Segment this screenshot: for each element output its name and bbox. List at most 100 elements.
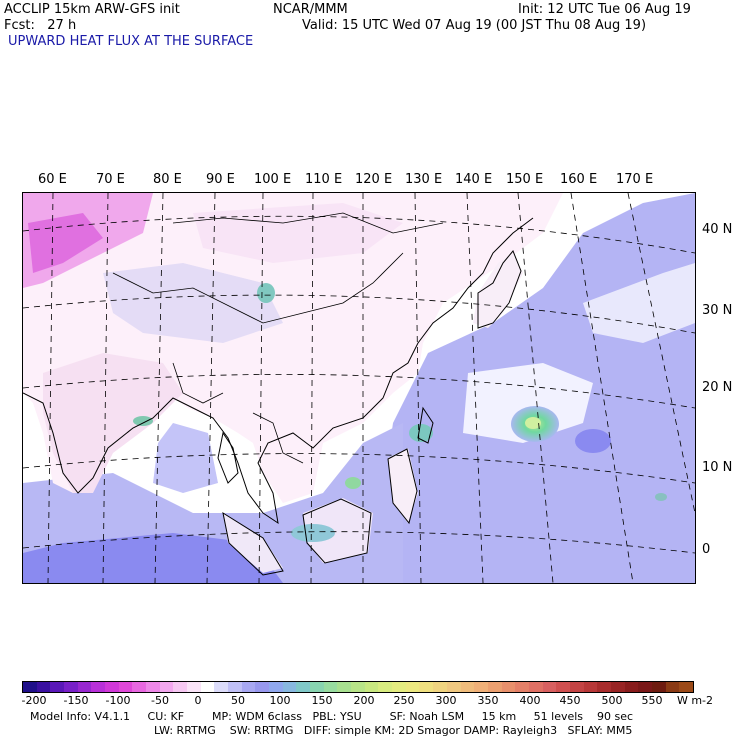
colorbar-swatch xyxy=(241,682,256,692)
colorbar-swatch xyxy=(556,682,570,692)
colorbar-swatch xyxy=(64,682,78,692)
colorbar-swatch xyxy=(159,682,174,692)
colorbar-swatch xyxy=(610,682,625,692)
colorbar-tick: 0 xyxy=(194,694,202,707)
colorbar-swatch xyxy=(583,682,598,692)
org-label: NCAR/MMM xyxy=(273,2,348,17)
map-canvas xyxy=(23,193,695,583)
borneo-land xyxy=(303,498,373,563)
colorbar-tick: 500 xyxy=(601,694,623,707)
mongolia-land xyxy=(193,203,403,263)
colorbar-swatch xyxy=(105,682,119,692)
lon-label-160e: 160 E xyxy=(560,172,598,187)
colorbar-swatch xyxy=(132,682,147,692)
flux-spot-pacific xyxy=(655,493,667,501)
colorbar-swatch xyxy=(200,682,215,692)
lon-label-170e: 170 E xyxy=(616,172,654,187)
tibet-plateau xyxy=(103,263,283,343)
colorbar-swatch xyxy=(364,682,379,692)
colorbar-swatch xyxy=(392,682,406,692)
colorbar-swatch xyxy=(50,682,65,692)
central-asia-hot xyxy=(28,213,103,273)
lon-label-100e: 100 E xyxy=(254,172,292,187)
colorbar-swatch xyxy=(679,682,693,692)
colorbar-tick: 300 xyxy=(435,694,457,707)
lat-label-10n: 10 N xyxy=(702,460,733,475)
colorbar-swatch xyxy=(310,682,324,692)
flux-spot-java xyxy=(291,524,335,542)
colorbar-swatch xyxy=(569,682,584,692)
colorbar-swatch xyxy=(36,682,51,692)
lon-label-150e: 150 E xyxy=(506,172,544,187)
colorbar-tick: -100 xyxy=(105,694,131,707)
colorbar-tick: -200 xyxy=(21,694,47,707)
colorbar-tick: 150 xyxy=(311,694,333,707)
field-title: UPWARD HEAT FLUX AT THE SURFACE xyxy=(8,34,254,49)
model-info-line2: LW: RRTMG SW: RRTMG DIFF: simple KM: 2D … xyxy=(154,724,633,737)
pacific-clear-north xyxy=(583,263,695,343)
colorbar-swatch xyxy=(487,682,502,692)
flux-spot-tibet xyxy=(257,283,275,303)
flux-spot-scs xyxy=(409,424,433,442)
lat-label-20n: 20 N xyxy=(702,380,733,395)
lat-label-eq: 0 xyxy=(702,542,711,557)
colorbar-swatch xyxy=(23,682,37,692)
colorbar-swatch xyxy=(337,682,352,692)
philippines-land xyxy=(388,448,418,523)
colorbar-units: W m-2 xyxy=(676,694,714,707)
colorbar-swatch xyxy=(542,682,557,692)
colorbar-swatch xyxy=(91,682,106,692)
colorbar xyxy=(22,681,694,693)
run-title: ACCLIP 15km ARW-GFS init xyxy=(4,2,180,17)
colorbar-tick: -50 xyxy=(151,694,169,707)
colorbar-swatch xyxy=(419,682,434,692)
colorbar-swatch xyxy=(269,682,283,692)
colorbar-swatch xyxy=(255,682,270,692)
colorbar-tick: 200 xyxy=(353,694,375,707)
colorbar-swatch xyxy=(638,682,652,692)
colorbar-swatch xyxy=(228,682,242,692)
flux-spot-sulawesi xyxy=(345,477,361,489)
model-info-line1: Model Info: V4.1.1 CU: KF MP: WDM 6class… xyxy=(30,710,634,723)
colorbar-swatch xyxy=(405,682,420,692)
colorbar-tick: 350 xyxy=(477,694,499,707)
japan-land xyxy=(473,253,523,328)
colorbar-tick: 450 xyxy=(559,694,581,707)
colorbar-swatch xyxy=(378,682,393,692)
colorbar-tick: -150 xyxy=(63,694,89,707)
colorbar-swatch xyxy=(665,682,680,692)
colorbar-tick: 50 xyxy=(231,694,245,707)
ocean-flux-bay xyxy=(153,423,218,493)
coastlines xyxy=(23,217,534,576)
india-land xyxy=(43,353,183,493)
colorbar-swatch xyxy=(118,682,133,692)
lon-label-90e: 90 E xyxy=(206,172,235,187)
colorbar-swatch xyxy=(296,682,311,692)
colorbar-swatch xyxy=(515,682,529,692)
colorbar-swatch xyxy=(624,682,639,692)
colorbar-tick: 400 xyxy=(519,694,541,707)
colorbar-swatch xyxy=(651,682,666,692)
colorbar-swatch xyxy=(146,682,160,692)
colorbar-tick: 550 xyxy=(641,694,663,707)
colorbar-swatch xyxy=(173,682,188,692)
colorbar-swatch xyxy=(446,682,461,692)
colorbar-swatch xyxy=(351,682,365,692)
lon-label-110e: 110 E xyxy=(305,172,343,187)
colorbar-swatch xyxy=(460,682,475,692)
sumatra-land xyxy=(223,513,283,573)
colorbar-swatch xyxy=(77,682,92,692)
colorbar-swatch xyxy=(501,682,516,692)
colorbar-swatch xyxy=(214,682,229,692)
colorbar-swatch xyxy=(597,682,611,692)
lon-label-60e: 60 E xyxy=(38,172,67,187)
flux-spot-bay xyxy=(133,416,153,426)
colorbar-swatch xyxy=(474,682,488,692)
lon-label-70e: 70 E xyxy=(96,172,125,187)
heat-flux-map xyxy=(22,192,696,584)
lon-label-130e: 130 E xyxy=(405,172,443,187)
lon-label-80e: 80 E xyxy=(153,172,182,187)
colorbar-tick: 100 xyxy=(269,694,291,707)
lon-label-120e: 120 E xyxy=(355,172,393,187)
cyclone-band-east xyxy=(575,429,611,453)
